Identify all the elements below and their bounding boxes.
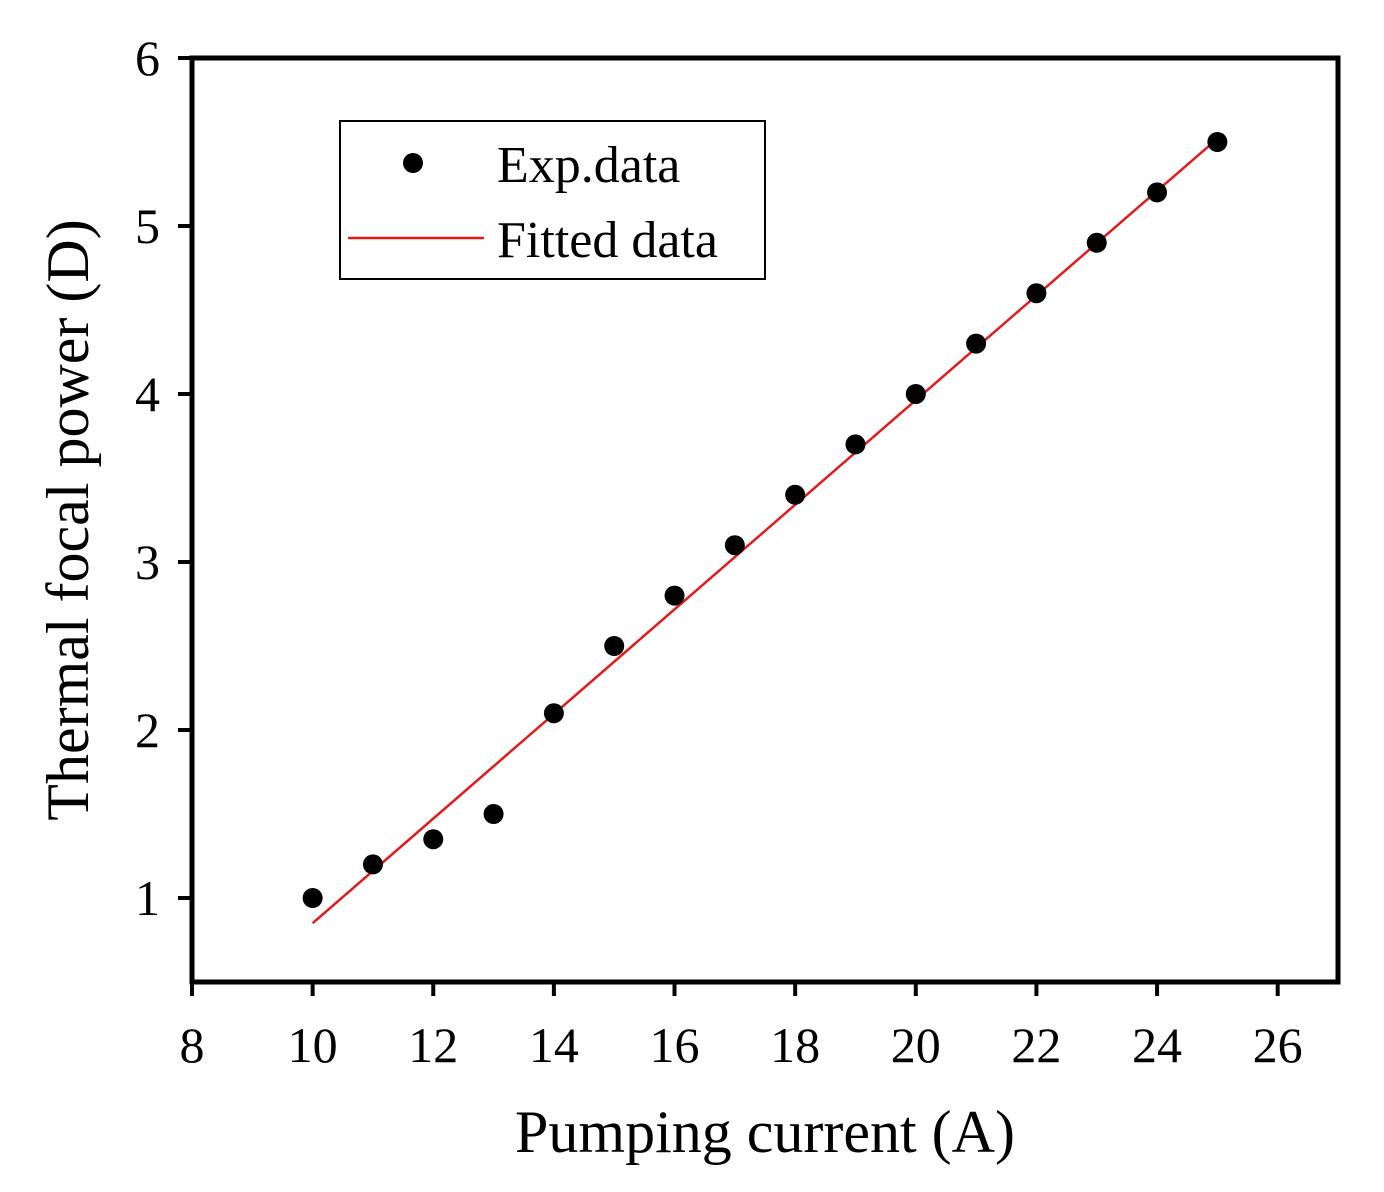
- plot-frame: [189, 55, 1341, 985]
- legend-marker-exp-data: [403, 153, 423, 173]
- x-tick-label: 26: [1253, 1017, 1303, 1073]
- x-tick-label: 20: [891, 1017, 941, 1073]
- y-tick-label: 1: [135, 870, 160, 926]
- legend-label-exp-data: Exp.data: [497, 137, 680, 194]
- legend: Exp.data Fitted data: [339, 120, 766, 280]
- fitted-data-line: [311, 137, 1219, 925]
- x-tick-label: 12: [408, 1017, 458, 1073]
- y-tick-label: 5: [135, 198, 160, 254]
- x-tick-label: 16: [650, 1017, 700, 1073]
- exp-data-point: [966, 333, 987, 354]
- x-tick-label: 8: [180, 1017, 205, 1073]
- y-axis-ticks: [178, 56, 192, 900]
- y-tick-label: 6: [135, 30, 160, 86]
- y-tick-label: 3: [135, 534, 160, 590]
- x-axis-tick-labels: 8 10 12 14 16 18 20 22 24 26: [180, 1017, 1303, 1073]
- legend-box: [339, 120, 766, 280]
- exp-data-point: [845, 434, 866, 455]
- exp-data-point: [543, 703, 564, 724]
- y-axis-tick-labels: 1 2 3 4 5 6: [135, 30, 160, 926]
- exp-data-point: [362, 854, 383, 875]
- x-tick-label: 14: [529, 1017, 579, 1073]
- x-tick-label: 18: [770, 1017, 820, 1073]
- x-tick-label: 22: [1011, 1017, 1061, 1073]
- y-axis-title: Thermal focal power (D): [35, 219, 101, 820]
- y-tick-label: 4: [135, 366, 160, 422]
- exp-data-point: [1086, 232, 1107, 253]
- x-tick-label: 10: [288, 1017, 338, 1073]
- x-axis-title: Pumping current (A): [515, 1099, 1015, 1165]
- plot-area: [189, 55, 1341, 985]
- exp-data-point: [905, 384, 926, 404]
- exp-data-points: [302, 132, 1228, 908]
- exp-data-point: [1147, 182, 1168, 203]
- exp-data-point: [1026, 283, 1047, 304]
- exp-data-point: [423, 829, 444, 850]
- x-tick-label: 24: [1132, 1017, 1182, 1073]
- exp-data-point: [724, 535, 745, 556]
- exp-data-point: [1207, 132, 1228, 152]
- exp-data-point: [483, 804, 504, 824]
- exp-data-point: [785, 484, 806, 505]
- y-tick-label: 2: [135, 702, 160, 758]
- exp-data-point: [664, 585, 685, 606]
- x-axis-ticks: [190, 982, 1280, 996]
- exp-data-point: [604, 636, 625, 656]
- exp-data-point: [302, 888, 323, 908]
- legend-label-fitted-data: Fitted data: [497, 212, 718, 269]
